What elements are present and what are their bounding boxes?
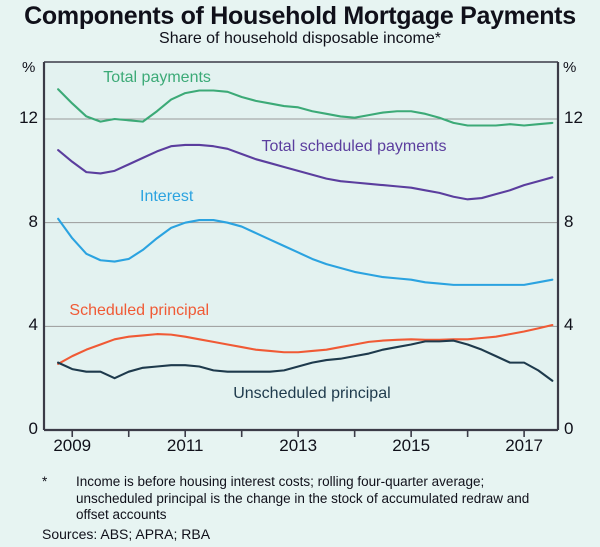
- x-tick-label-2009: 2009: [53, 436, 92, 455]
- y-tick-label-left-0: 0: [28, 419, 38, 438]
- chart-subtitle: Share of household disposable income*: [159, 30, 441, 47]
- series-label-total-scheduled-payments: Total scheduled payments: [261, 137, 447, 155]
- series-line-total-scheduled-payments: [57, 143, 554, 201]
- chart-plot-area: [0, 52, 600, 442]
- y-tick-label-right-0: 0: [564, 419, 574, 438]
- y-axis-unit-left: %: [22, 59, 36, 76]
- sources-line: Sources: ABS; APRA; RBA: [42, 526, 211, 542]
- x-tick-label-2011: 2011: [166, 436, 204, 455]
- y-axis-unit-right: %: [563, 59, 577, 76]
- series-line-interest: [57, 217, 554, 286]
- y-tick-label-left-8: 8: [28, 211, 38, 231]
- series-label-interest: Interest: [140, 188, 194, 206]
- y-tick-label-right-4: 4: [564, 315, 574, 335]
- x-tick-label-2015: 2015: [392, 436, 431, 455]
- y-tick-label-left-12: 12: [19, 108, 38, 127]
- footnote: * Income is before housing interest cost…: [0, 474, 600, 524]
- series-label-total-payments: Total payments: [103, 68, 211, 86]
- footnote-text: Income is before housing interest costs;…: [76, 474, 530, 522]
- y-tick-label-right-12: 12: [564, 108, 583, 127]
- footnote-marker: *: [42, 474, 48, 489]
- plot-background: [44, 62, 558, 430]
- x-tick-label-2013: 2013: [279, 436, 318, 455]
- series-label-scheduled-principal: Scheduled principal: [69, 302, 210, 320]
- x-tick-label-2017: 2017: [505, 436, 544, 455]
- y-tick-label-right-8: 8: [564, 211, 574, 231]
- page-title: Components of Household Mortgage Payment…: [24, 2, 576, 30]
- series-label-unscheduled-principal: Unscheduled principal: [233, 385, 391, 402]
- y-tick-label-left-4: 4: [28, 315, 38, 335]
- series-line-total-payments: [57, 88, 554, 127]
- line-chart-svg: [42, 61, 560, 437]
- series-line-scheduled-principal: [57, 323, 554, 365]
- series-line-unscheduled-principal: [57, 339, 554, 382]
